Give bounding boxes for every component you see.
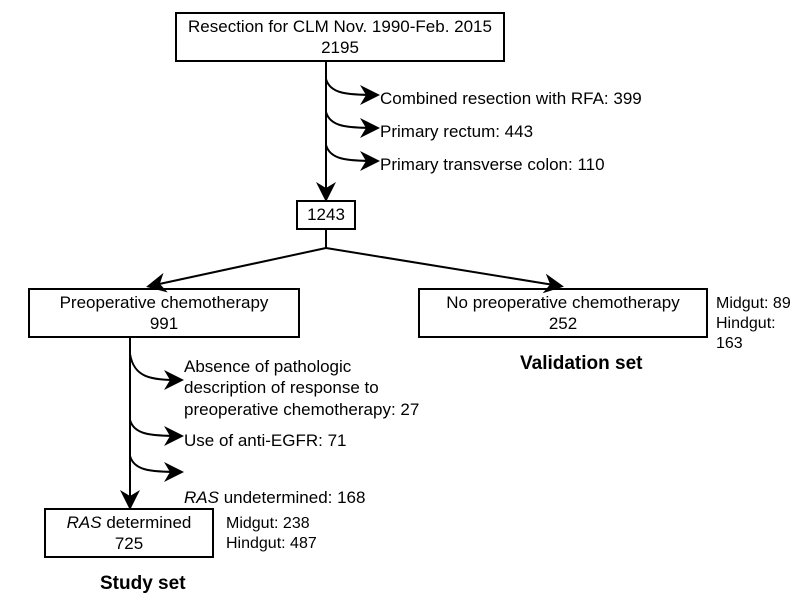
label-validation-set: Validation set (520, 352, 642, 376)
node-ras-line1: RAS determined (67, 512, 192, 533)
node-root-line2: 2195 (321, 37, 359, 58)
label-ras-side: Midgut: 238 Hindgut: 487 (226, 514, 317, 554)
node-root: Resection for CLM Nov. 1990-Feb. 2015 21… (175, 12, 505, 62)
node-ras: RAS determined 725 (44, 508, 214, 558)
label-exclusion-rectum: Primary rectum: 443 (380, 121, 533, 142)
node-mid-line1: 1243 (307, 204, 345, 225)
label-exclusion-transverse: Primary transverse colon: 110 (380, 154, 605, 175)
node-root-line1: Resection for CLM Nov. 1990-Feb. 2015 (188, 16, 492, 37)
ras-undet-italic: RAS (184, 488, 219, 507)
label-study-set: Study set (100, 572, 186, 596)
node-nopreop-line2: 252 (549, 313, 577, 334)
ras-italic: RAS (67, 513, 102, 532)
node-preop: Preoperative chemotherapy 991 (28, 288, 300, 338)
node-ras-line2: 725 (115, 533, 143, 554)
label-exclusion-ras-undet: RAS undetermined: 168 (184, 466, 365, 509)
node-nopreop: No preoperative chemotherapy 252 (418, 288, 708, 338)
label-exclusion-pathologic: Absence of pathologic description of res… (184, 356, 419, 420)
label-exclusion-antiegfr: Use of anti-EGFR: 71 (184, 430, 347, 451)
node-preop-line2: 991 (150, 313, 178, 334)
label-exclusion-rfa: Combined resection with RFA: 399 (380, 88, 642, 109)
ras-rest: determined (102, 513, 192, 532)
node-mid: 1243 (296, 200, 356, 230)
node-nopreop-line1: No preoperative chemotherapy (446, 292, 679, 313)
ras-undet-rest: undetermined: 168 (219, 488, 366, 507)
node-preop-line1: Preoperative chemotherapy (60, 292, 269, 313)
label-nopreop-side: Midgut: 89 Hindgut: 163 (716, 294, 800, 354)
